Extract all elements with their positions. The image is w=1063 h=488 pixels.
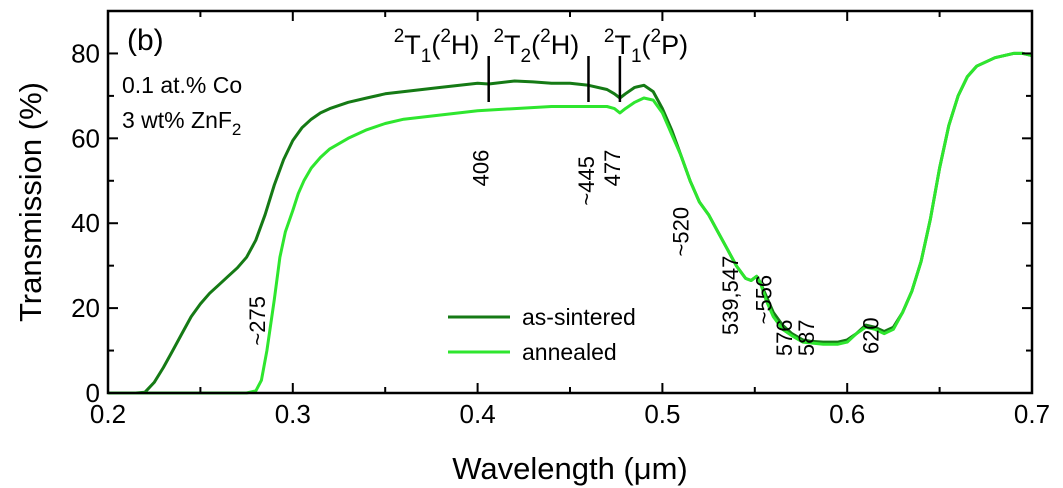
y-tick-label: 20: [71, 293, 100, 323]
info-line: 0.1 at.% Co: [122, 72, 242, 98]
wavelength-annotation: 587: [794, 319, 819, 356]
series-line-as-sintered: [108, 51, 1033, 395]
x-axis-label: Wavelength (μm): [452, 451, 688, 486]
wavelength-annotation: ~445: [574, 156, 599, 206]
legend-entry: annealed: [522, 339, 617, 365]
wavelength-annotation: ~556: [751, 275, 776, 325]
wavelength-annotation: 576: [772, 319, 797, 356]
y-tick-label: 0: [86, 378, 100, 408]
wavelength-annotation: ~520: [668, 207, 693, 257]
wavelength-annotation: ~275: [245, 296, 270, 346]
transition-labels: 2T1(2H) 2T2(2H) 2T1(2P): [394, 26, 688, 102]
transition-label: 2T2(2H): [493, 26, 579, 67]
series-line-annealed: [108, 51, 1033, 395]
x-tick-label: 0.7: [1014, 399, 1050, 429]
wavelength-annotation: 539,547: [718, 256, 743, 336]
y-tick-label: 60: [71, 123, 100, 153]
transition-label: 2T1(2H): [394, 26, 480, 67]
y-axis-label: Transmission (%): [13, 82, 48, 322]
wavelength-annotation: 406: [469, 150, 494, 187]
x-tick-label: 0.5: [644, 399, 680, 429]
x-tick-label: 0.6: [829, 399, 865, 429]
legend-entry: as-sintered: [522, 304, 636, 330]
transition-label: 2T1(2P): [604, 26, 688, 67]
ticks-layer: [107, 10, 1033, 394]
info-line: 3 wt% ZnF2: [122, 107, 241, 139]
x-tick-label: 0.3: [275, 399, 311, 429]
x-tick-label: 0.4: [460, 399, 496, 429]
panel-label: (b): [127, 24, 164, 57]
tick-labels-layer: 0.2 0.3 0.4 0.5 0.6 0.7 0 20 40 60 80: [71, 38, 1050, 429]
y-tick-label: 80: [71, 38, 100, 68]
series-layer: [108, 51, 1033, 395]
wavelength-annotation: 477: [600, 150, 625, 187]
sample-info: 0.1 at.% Co 3 wt% ZnF2: [122, 72, 242, 139]
x-tick-label: 0.2: [90, 399, 126, 429]
legend: as-sintered annealed: [448, 304, 636, 365]
y-tick-label: 40: [71, 208, 100, 238]
wavelength-annotation: 620: [859, 317, 884, 354]
